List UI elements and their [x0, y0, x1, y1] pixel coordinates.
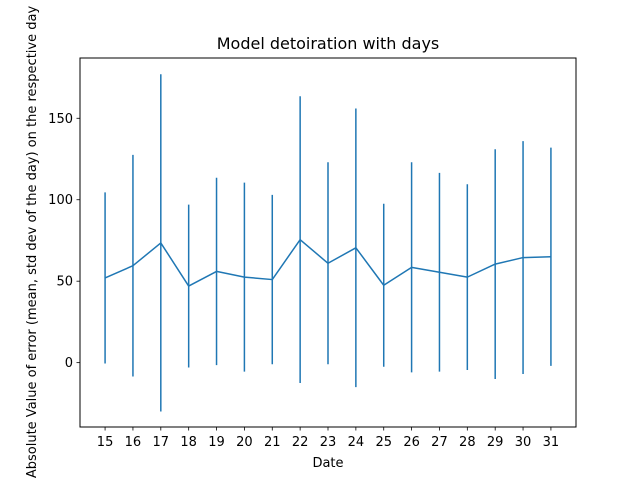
x-tick-label: 28 [459, 435, 476, 450]
chart-title: Model detoiration with days [217, 34, 440, 53]
x-tick-label: 16 [125, 435, 142, 450]
y-tick-label: 150 [48, 112, 73, 127]
x-axis-label: Date [312, 456, 343, 471]
x-tick-label: 25 [375, 435, 392, 450]
x-tick-label: 22 [292, 435, 309, 450]
x-tick-label: 31 [543, 435, 560, 450]
y-axis-ticks: 0 50 100 150 [48, 112, 80, 371]
series-line-group [104, 238, 551, 287]
y-axis-label: Absolute Value of error (mean, std dev o… [25, 6, 40, 479]
x-tick-label: 21 [264, 435, 281, 450]
series-line-mean [104, 238, 551, 287]
x-tick-label: 27 [431, 435, 448, 450]
x-tick-label: 26 [403, 435, 420, 450]
x-tick-label: 24 [348, 435, 365, 450]
x-tick-label: 23 [320, 435, 337, 450]
y-tick-label: 0 [65, 356, 73, 371]
x-tick-label: 29 [487, 435, 504, 450]
x-tick-label: 19 [208, 435, 225, 450]
x-tick-label: 15 [97, 435, 114, 450]
x-tick-label: 20 [236, 435, 253, 450]
x-axis-ticks: 15 16 17 18 19 20 21 22 23 24 25 26 27 28 29 30 31 [97, 427, 559, 450]
y-tick-label: 50 [56, 275, 73, 290]
x-tick-label: 18 [180, 435, 197, 450]
x-tick-label: 30 [515, 435, 532, 450]
x-tick-label: 17 [153, 435, 170, 450]
y-tick-label: 100 [48, 193, 73, 208]
